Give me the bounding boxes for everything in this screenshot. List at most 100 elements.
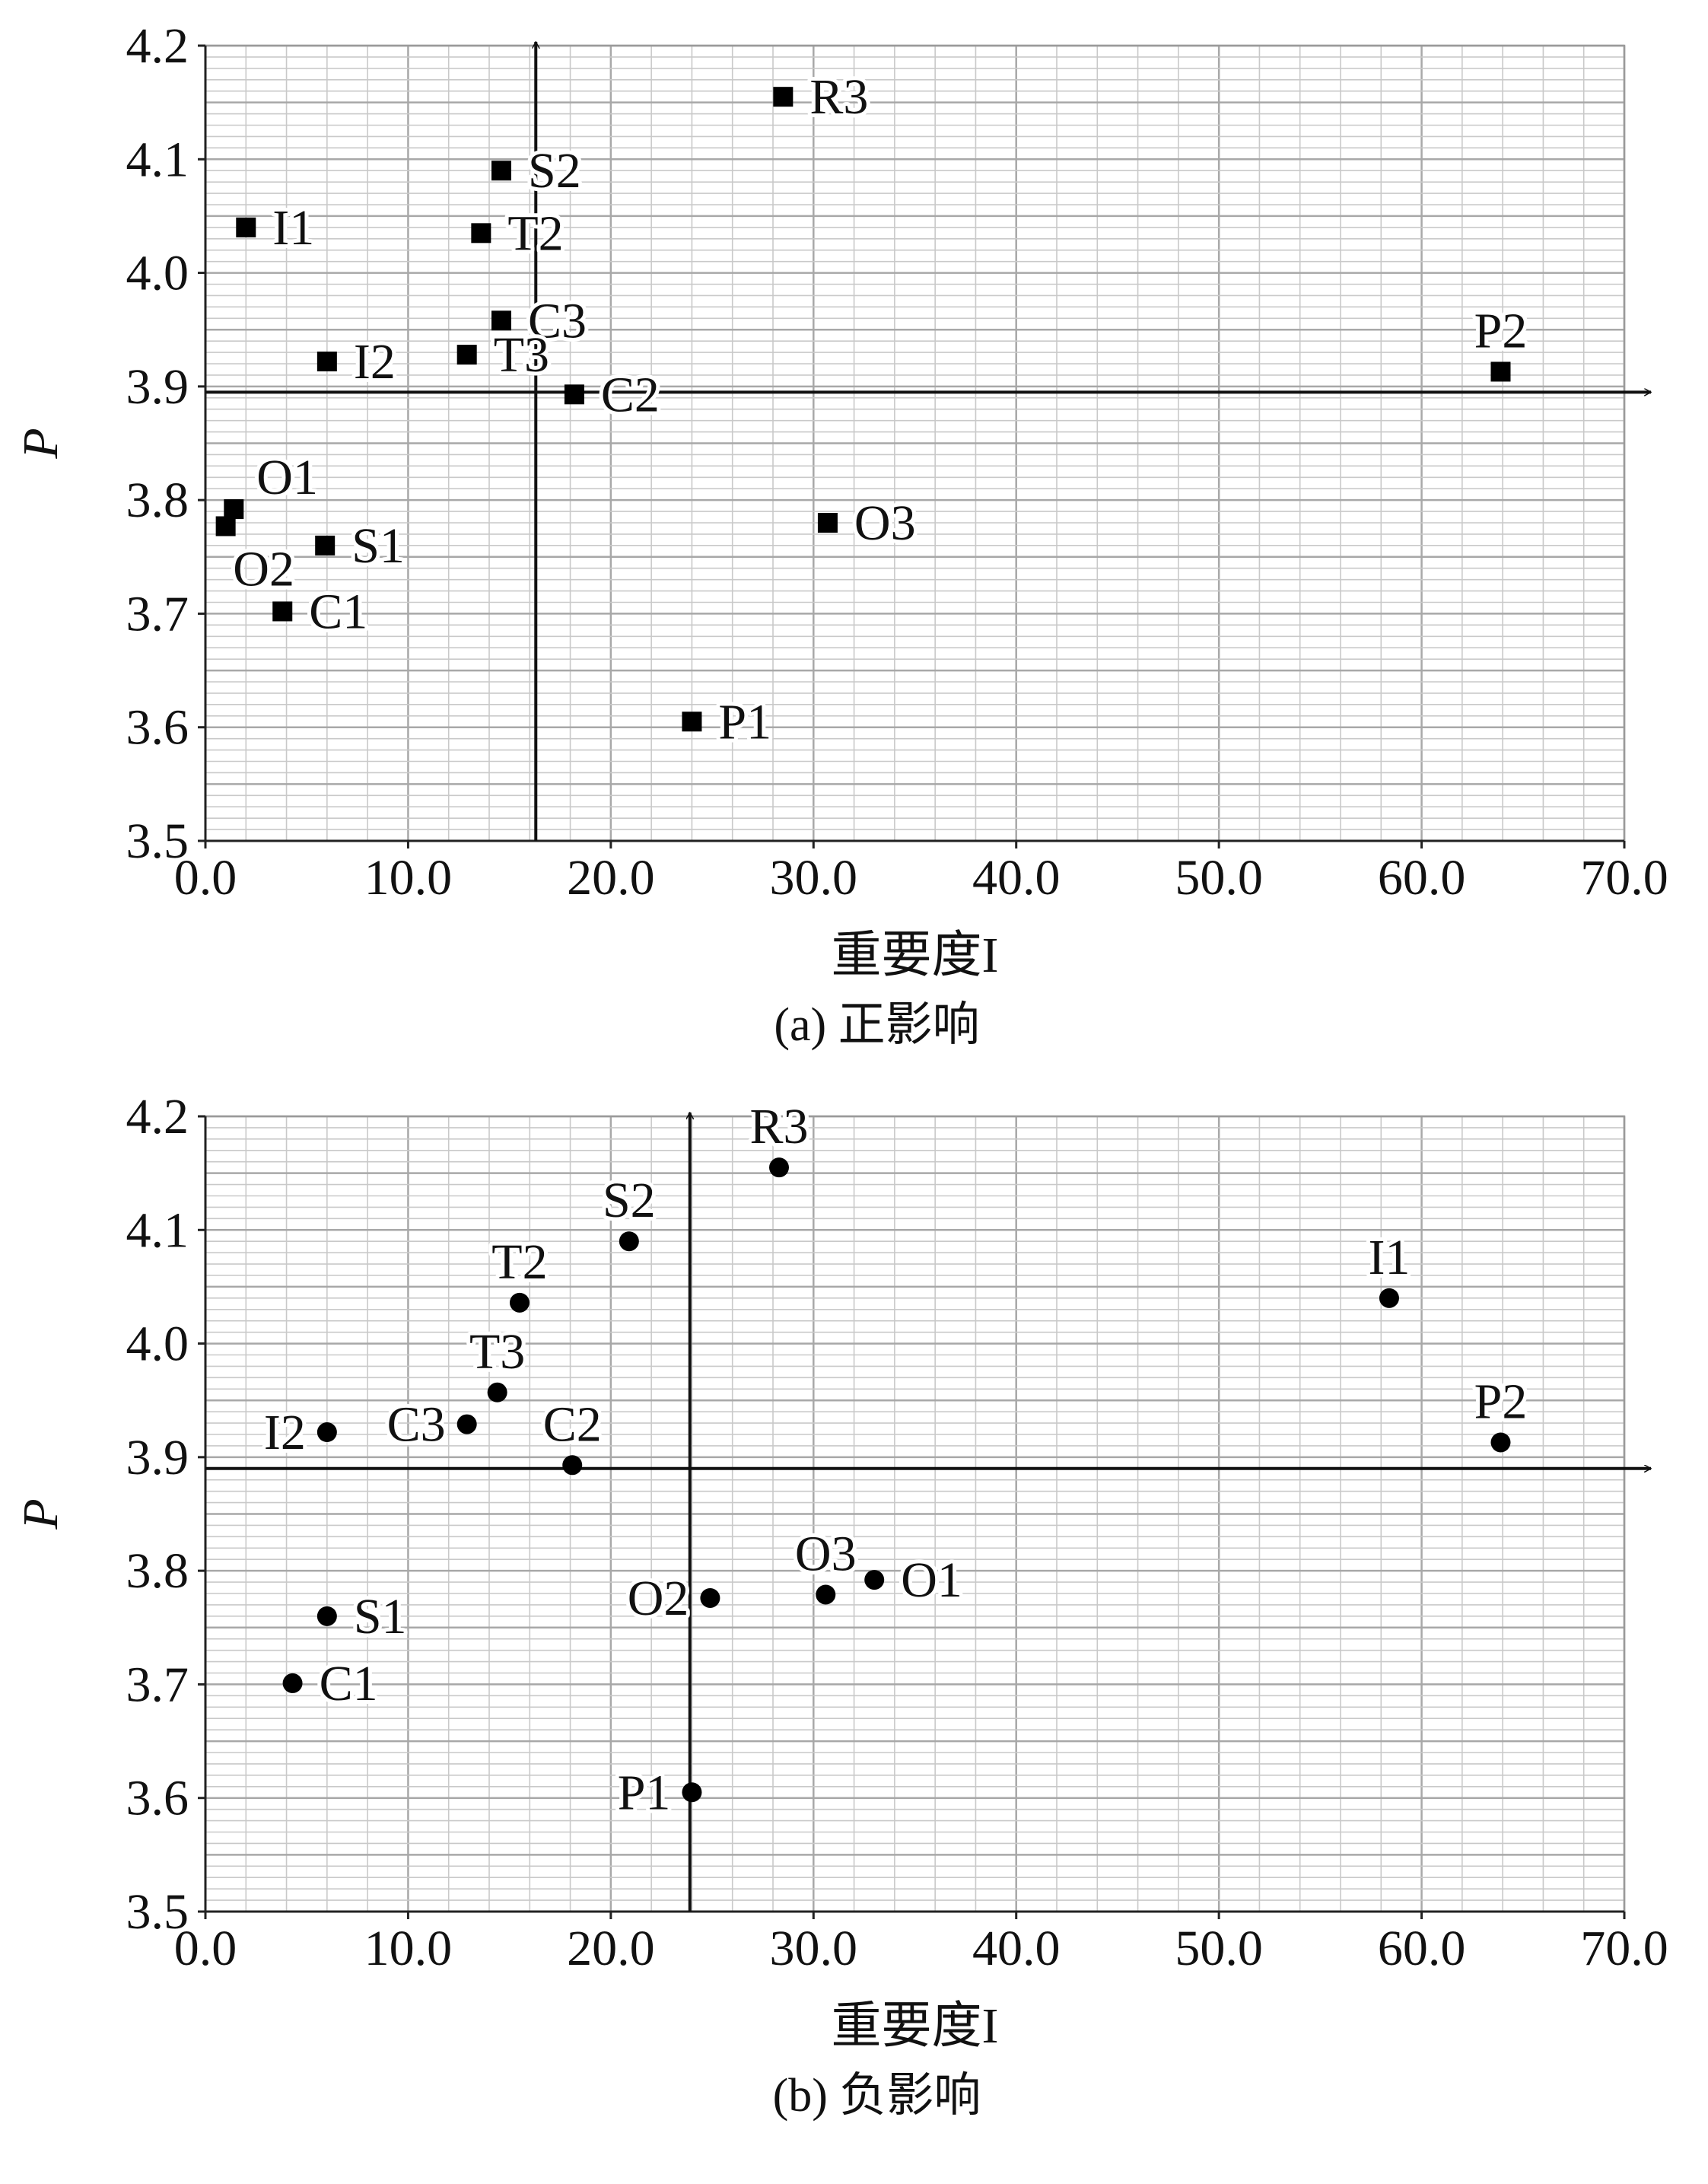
point-label-halo: C1 (309, 584, 367, 639)
data-point-c3 (456, 1414, 477, 1434)
point-label-c1: C1 (320, 1656, 378, 1711)
point-label-t2: T2 (507, 205, 563, 261)
point-label-halo: R3 (749, 1099, 808, 1154)
y-axis-title: P (13, 428, 68, 459)
chart-panel-positive: 0.0 10.0 20.0 30.0 40.0 50.0 60.0 70.0 3.5 3.6 3.7… (13, 18, 1668, 1051)
y-tick-label: 3.9 (126, 1430, 189, 1485)
y-tick-label: 3.8 (126, 1543, 189, 1599)
y-axis-title: P (13, 1498, 68, 1530)
point-label-o1: O1 (901, 1552, 962, 1608)
data-point-o3 (816, 1584, 836, 1605)
y-tick-label: 3.9 (126, 359, 189, 415)
x-tick-label: 70.0 (1580, 850, 1668, 906)
point-label-p1: P1 (718, 694, 771, 750)
y-tick-label: 4.0 (126, 246, 189, 301)
x-tick-label: 60.0 (1378, 850, 1466, 906)
y-tick-label: 4.1 (126, 1202, 189, 1258)
point-label-halo: O2 (628, 1571, 689, 1626)
point-label-halo: S2 (603, 1173, 656, 1228)
x-tick-label: 20.0 (567, 850, 655, 906)
point-label-c2: C2 (601, 367, 660, 422)
x-tick-label: 30.0 (770, 1921, 858, 1976)
point-label-halo: S1 (351, 518, 405, 574)
x-tick-label: 20.0 (567, 1921, 655, 1976)
y-tick-label: 3.5 (126, 813, 189, 869)
data-point-s2 (491, 161, 511, 181)
grid (204, 44, 1626, 842)
point-label-s1: S1 (351, 518, 405, 574)
data-point-p2 (1490, 361, 1511, 382)
chart-panel-negative: 0.0 10.0 20.0 30.0 40.0 50.0 60.0 70.0 3.5 3.6 3.7… (13, 1089, 1668, 2122)
x-tick-label: 0.0 (174, 1921, 237, 1976)
point-label-halo: C3 (528, 293, 587, 349)
point-label-i1: I1 (1368, 1230, 1410, 1285)
point-label-p2: P2 (1474, 303, 1528, 358)
point-label-i2: I2 (354, 334, 396, 390)
point-label-halo: I2 (264, 1405, 306, 1460)
y-tick-label: 4.1 (126, 132, 189, 187)
point-label-t3: T3 (469, 1324, 525, 1380)
x-tick-label: 0.0 (174, 850, 237, 906)
x-tick-label: 70.0 (1580, 1921, 1668, 1976)
point-label-c3: C3 (387, 1397, 446, 1453)
point-label-halo: C2 (543, 1396, 602, 1452)
grid (204, 1115, 1626, 1913)
point-label-o3: O3 (854, 495, 916, 551)
panel-caption: (b) 负影响 (773, 2070, 981, 2122)
y-tick-label: 3.7 (126, 586, 189, 642)
y-tick-label: 4.2 (126, 18, 189, 74)
point-label-halo: S2 (528, 143, 581, 199)
panel-caption: (a) 正影响 (774, 999, 979, 1051)
x-axis-title: 重要度I (832, 928, 999, 983)
point-label-halo: P1 (718, 694, 771, 750)
point-label-t2: T2 (491, 1234, 547, 1290)
data-point-c1 (282, 1673, 303, 1693)
point-label-halo: O3 (795, 1526, 857, 1581)
y-tick-label: 3.8 (126, 473, 189, 528)
point-label-halo: P2 (1474, 303, 1528, 358)
x-tick-label: 10.0 (364, 850, 453, 906)
data-point-r3 (773, 87, 794, 107)
point-label-halo: O1 (256, 450, 318, 505)
y-tick-label: 3.6 (126, 700, 189, 756)
data-point-o2 (700, 1587, 720, 1608)
data-point-i1 (236, 217, 256, 237)
x-tick-label: 50.0 (1175, 1921, 1263, 1976)
point-label-halo: T2 (491, 1234, 547, 1290)
data-point-c1 (272, 601, 293, 622)
y-tick-label: 3.6 (126, 1771, 189, 1826)
point-label-r3: R3 (809, 69, 868, 125)
point-label-halo: T2 (507, 205, 563, 261)
data-point-o1 (864, 1570, 885, 1590)
x-tick-label: 30.0 (770, 850, 858, 906)
point-label-halo: I1 (272, 200, 314, 256)
y-tick-label: 3.5 (126, 1884, 189, 1940)
point-label-t3: T3 (494, 327, 549, 383)
point-label-i1: I1 (272, 200, 314, 256)
point-label-halo: O3 (854, 495, 916, 551)
data-point-r3 (768, 1157, 789, 1178)
x-axis-title: 重要度I (832, 1998, 999, 2054)
data-point-i2 (316, 352, 337, 372)
y-tick-label: 3.7 (126, 1657, 189, 1712)
x-tick-label: 40.0 (972, 850, 1061, 906)
data-point-i2 (316, 1422, 337, 1443)
point-label-c3: C3 (528, 293, 587, 349)
data-point-i1 (1379, 1288, 1399, 1308)
point-label-c1: C1 (309, 584, 367, 639)
point-label-p2: P2 (1474, 1374, 1528, 1429)
point-label-halo: I1 (1368, 1230, 1410, 1285)
point-label-s2: S2 (603, 1173, 656, 1228)
data-point-o2 (215, 516, 236, 536)
point-label-halo: O2 (233, 541, 294, 597)
point-label-r3: R3 (749, 1099, 808, 1154)
data-point-o3 (817, 513, 838, 533)
point-label-halo: C2 (601, 367, 660, 422)
point-label-halo: R3 (809, 69, 868, 125)
point-label-halo: P1 (618, 1765, 671, 1820)
data-point-p1 (682, 712, 702, 732)
point-label-i2: I2 (264, 1405, 306, 1460)
data-point-p2 (1490, 1432, 1511, 1453)
data-point-t2 (471, 223, 491, 244)
